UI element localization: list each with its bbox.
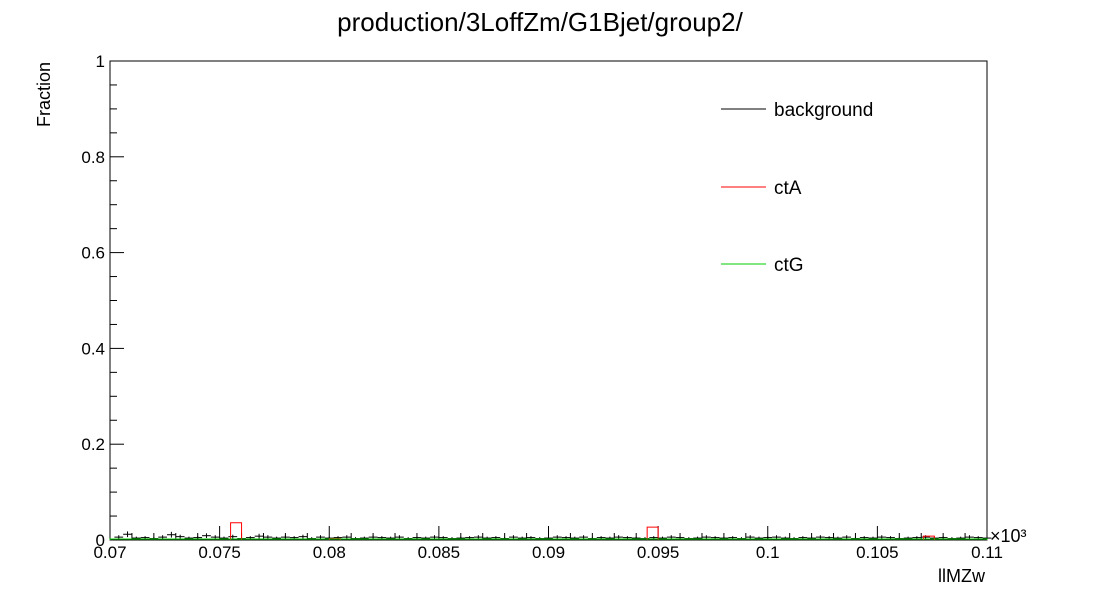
background-point xyxy=(175,534,185,539)
background-point xyxy=(815,535,825,540)
x-tick-label: 0.085 xyxy=(418,543,461,562)
background-point xyxy=(666,535,676,540)
chart-title: production/3LoffZm/G1Bjet/group2/ xyxy=(337,7,743,37)
background-point xyxy=(579,535,588,540)
x-tick-label: 0.11 xyxy=(971,543,1003,562)
background-point xyxy=(368,535,378,540)
background-point xyxy=(614,535,624,540)
legend-label-background: background xyxy=(774,100,873,121)
ctG-bin xyxy=(109,538,988,540)
ctA-bin xyxy=(230,522,243,540)
background-point xyxy=(395,535,404,540)
x-tick-label: 0.075 xyxy=(198,543,241,562)
y-tick-label: 0.4 xyxy=(81,339,105,358)
background-point xyxy=(281,535,290,540)
background-point xyxy=(877,535,887,540)
background-point xyxy=(745,535,755,540)
x-axis: 0.07 0.075 0.08 0.085 0.09 0.095 0.1 0.105 0.11 xyxy=(93,526,1003,562)
legend: background ctA ctG xyxy=(721,100,873,276)
background-point xyxy=(965,535,974,540)
x-multiplier-label: ×10³ xyxy=(990,526,1027,546)
background-point xyxy=(167,531,176,538)
background-point xyxy=(701,535,711,540)
y-axis: 0 0.2 0.4 0.6 0.8 1 xyxy=(81,52,124,550)
background-point xyxy=(772,535,781,540)
background-point xyxy=(473,535,483,540)
plot-frame xyxy=(109,60,988,541)
background-point xyxy=(158,535,168,540)
legend-label-ctG: ctG xyxy=(774,255,804,276)
x-tick-label: 0.09 xyxy=(532,543,565,562)
legend-label-ctA: ctA xyxy=(774,178,802,199)
y-tick-label: 0 xyxy=(96,531,105,550)
background-point xyxy=(552,535,562,540)
background-point xyxy=(228,534,238,539)
background-point xyxy=(114,535,124,540)
background-point xyxy=(210,535,220,540)
ctA-bin xyxy=(646,526,659,540)
background-point xyxy=(123,531,132,538)
x-axis-label: llMZw xyxy=(938,566,986,586)
x-tick-label: 0.105 xyxy=(856,543,899,562)
x-tick-label: 0.07 xyxy=(93,543,126,562)
background-point xyxy=(263,535,273,540)
y-tick-label: 1 xyxy=(96,52,105,71)
background-point xyxy=(430,535,439,540)
background-point xyxy=(298,534,308,539)
x-tick-label: 0.1 xyxy=(756,543,780,562)
y-tick-label: 0.6 xyxy=(81,244,105,263)
background-point xyxy=(316,535,325,540)
series-ctG xyxy=(109,538,988,540)
y-axis-label: Fraction xyxy=(34,62,54,127)
background-point xyxy=(202,533,211,539)
x-tick-label: 0.08 xyxy=(313,543,346,562)
y-tick-label: 0.2 xyxy=(81,435,105,454)
y-tick-label: 0.8 xyxy=(81,148,105,167)
series-layer xyxy=(109,522,992,540)
background-point xyxy=(342,535,352,540)
ctA-bin xyxy=(922,535,935,540)
background-point xyxy=(254,533,264,539)
background-point xyxy=(842,535,852,540)
background-point xyxy=(509,535,518,540)
x-tick-label: 0.095 xyxy=(637,543,680,562)
